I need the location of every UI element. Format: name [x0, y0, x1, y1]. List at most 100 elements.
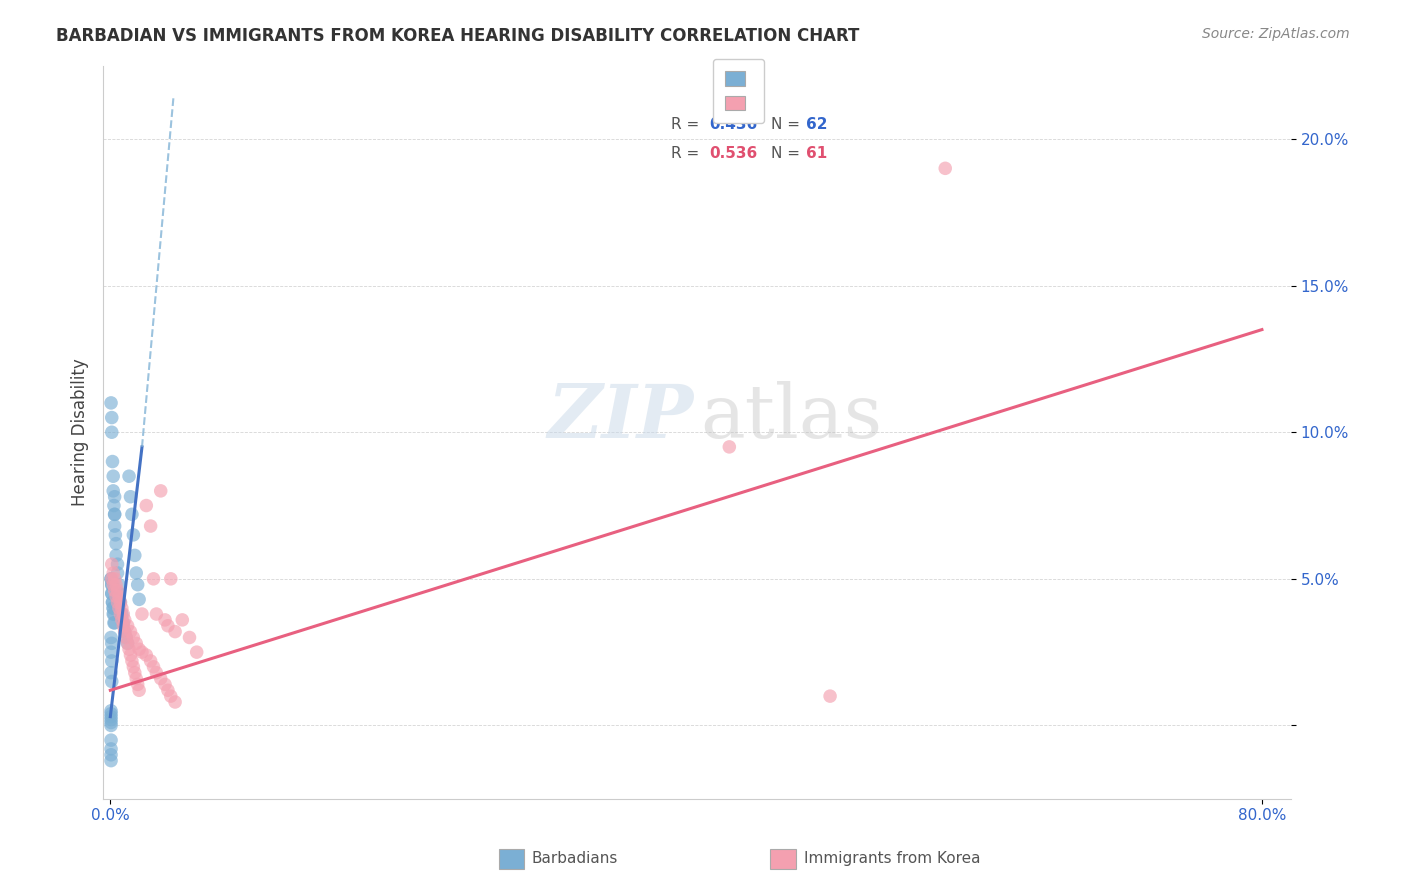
Point	[114, 624, 136, 639]
Point	[111, 607, 134, 621]
Point	[110, 595, 132, 609]
Point	[128, 642, 150, 657]
Point	[120, 490, 142, 504]
Point	[127, 577, 149, 591]
Point	[107, 566, 129, 580]
Point	[100, 742, 122, 756]
Point	[118, 642, 141, 657]
Point	[124, 665, 146, 680]
Point	[103, 601, 125, 615]
Point	[117, 619, 139, 633]
Point	[122, 660, 145, 674]
Point	[135, 499, 157, 513]
Point	[139, 519, 162, 533]
Point	[100, 636, 122, 650]
Point	[100, 396, 122, 410]
Point	[112, 615, 135, 630]
Point	[100, 410, 122, 425]
Point	[131, 607, 153, 621]
Point	[128, 683, 150, 698]
Point	[100, 572, 122, 586]
Point	[142, 572, 165, 586]
Point	[101, 595, 124, 609]
Point	[165, 695, 187, 709]
Point	[127, 677, 149, 691]
Text: 62: 62	[806, 117, 828, 132]
Point	[103, 499, 125, 513]
Point	[100, 709, 122, 723]
Point	[121, 654, 143, 668]
Point	[153, 677, 176, 691]
Text: atlas: atlas	[700, 381, 883, 454]
Text: N =: N =	[770, 146, 804, 161]
Point	[108, 590, 131, 604]
Point	[104, 508, 127, 522]
Point	[121, 508, 143, 522]
Point	[103, 615, 125, 630]
Point	[122, 528, 145, 542]
Point	[125, 672, 148, 686]
Point	[165, 624, 187, 639]
Point	[100, 572, 122, 586]
Point	[103, 607, 125, 621]
Point	[145, 665, 167, 680]
Point	[100, 577, 122, 591]
Point	[103, 483, 125, 498]
Point	[156, 619, 179, 633]
Text: R =: R =	[671, 117, 704, 132]
Point	[114, 613, 136, 627]
Point	[100, 754, 122, 768]
Point	[125, 566, 148, 580]
Point	[108, 577, 131, 591]
Point	[112, 619, 135, 633]
Point	[115, 631, 138, 645]
Point	[142, 660, 165, 674]
Point	[131, 645, 153, 659]
Point	[100, 586, 122, 600]
Point	[110, 595, 132, 609]
Text: 61: 61	[806, 146, 828, 161]
Point	[105, 590, 128, 604]
Text: Immigrants from Korea: Immigrants from Korea	[804, 852, 981, 866]
Point	[110, 607, 132, 621]
Point	[105, 536, 128, 550]
Text: ZIP: ZIP	[547, 381, 693, 454]
Point	[104, 519, 127, 533]
Point	[117, 636, 139, 650]
Point	[100, 425, 122, 440]
Point	[111, 601, 134, 615]
Point	[101, 595, 124, 609]
Point	[104, 583, 127, 598]
Point	[103, 601, 125, 615]
Point	[149, 483, 172, 498]
Point	[107, 595, 129, 609]
Point	[818, 689, 841, 703]
Point	[145, 607, 167, 621]
Point	[107, 557, 129, 571]
Point	[100, 713, 122, 727]
Point	[100, 733, 122, 747]
Text: 0.436: 0.436	[709, 117, 756, 132]
Point	[104, 572, 127, 586]
Point	[718, 440, 741, 454]
Text: BARBADIAN VS IMMIGRANTS FROM KOREA HEARING DISABILITY CORRELATION CHART: BARBADIAN VS IMMIGRANTS FROM KOREA HEARI…	[56, 27, 859, 45]
Point	[105, 577, 128, 591]
Point	[101, 454, 124, 468]
Point	[139, 654, 162, 668]
Point	[100, 572, 122, 586]
Text: Source: ZipAtlas.com: Source: ZipAtlas.com	[1202, 27, 1350, 41]
Text: Barbadians: Barbadians	[531, 852, 617, 866]
Point	[125, 636, 148, 650]
Point	[159, 572, 181, 586]
Point	[100, 715, 122, 730]
Point	[103, 566, 125, 580]
Point	[108, 601, 131, 615]
Point	[100, 631, 122, 645]
Point	[108, 586, 131, 600]
Point	[172, 613, 194, 627]
Point	[120, 648, 142, 662]
Point	[117, 636, 139, 650]
Legend: , : ,	[713, 59, 765, 123]
Point	[104, 508, 127, 522]
Point	[100, 577, 122, 591]
